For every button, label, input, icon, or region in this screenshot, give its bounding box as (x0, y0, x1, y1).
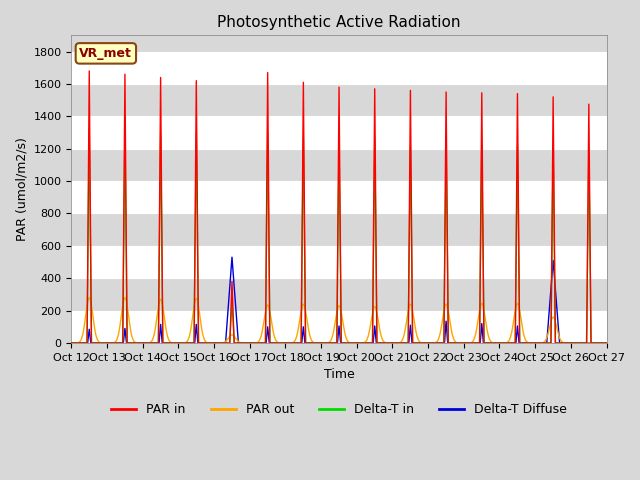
Bar (72, 51, 607, 84)
Text: VR_met: VR_met (79, 47, 132, 60)
Bar (72, 181, 607, 214)
X-axis label: Time: Time (324, 368, 355, 381)
Bar (72, 311, 607, 343)
Title: Photosynthetic Active Radiation: Photosynthetic Active Radiation (217, 15, 461, 30)
Legend: PAR in, PAR out, Delta-T in, Delta-T Diffuse: PAR in, PAR out, Delta-T in, Delta-T Dif… (106, 398, 572, 421)
Bar (72, 246, 607, 278)
Bar (72, 116, 607, 149)
Y-axis label: PAR (umol/m2/s): PAR (umol/m2/s) (15, 137, 28, 241)
